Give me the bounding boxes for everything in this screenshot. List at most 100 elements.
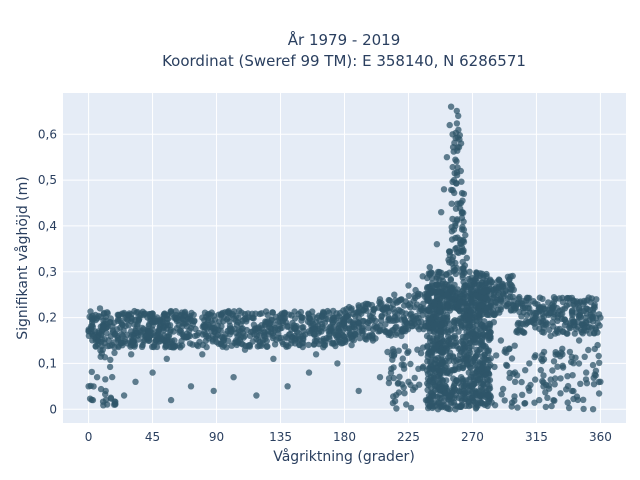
cloud-point (460, 350, 468, 357)
cloud-point (488, 399, 495, 406)
y-axis-label: Signifikant våghöjd (m) (14, 176, 31, 339)
data-point (469, 383, 476, 390)
y-tick-label: 0,1 (38, 356, 57, 370)
cloud-point (293, 323, 300, 330)
x-tick-label: 315 (525, 430, 548, 444)
cloud-point (540, 324, 547, 331)
data-point (142, 332, 149, 340)
data-point (597, 378, 604, 385)
cloud-point (202, 331, 209, 338)
cloud-point (511, 342, 518, 349)
data-point (426, 264, 433, 271)
cloud-point (318, 328, 325, 335)
cloud-point (576, 306, 583, 313)
cloud-point (102, 396, 110, 404)
cloud-point (223, 344, 230, 351)
cloud-point (453, 171, 461, 179)
data-point (597, 314, 604, 321)
data-point (568, 309, 576, 317)
cloud-point (400, 361, 408, 369)
cloud-point (540, 329, 547, 336)
cloud-point (429, 346, 437, 354)
cloud-point (97, 353, 104, 360)
cloud-point (452, 205, 460, 212)
data-point (270, 355, 277, 362)
cloud-point (565, 404, 573, 412)
cloud-point (424, 353, 431, 360)
data-point (220, 314, 227, 321)
cloud-point (459, 271, 466, 279)
cloud-point (385, 375, 393, 382)
cloud-point (459, 265, 466, 272)
data-point (457, 374, 465, 381)
data-point (284, 323, 291, 330)
cloud-point (450, 375, 457, 382)
cloud-point (475, 308, 482, 315)
cloud-point (486, 382, 493, 390)
data-point (398, 296, 405, 303)
cloud-point (340, 307, 347, 314)
cloud-point (595, 390, 603, 397)
data-point (391, 351, 398, 358)
cloud-point (458, 321, 465, 328)
cloud-point (311, 337, 319, 345)
data-point (561, 305, 569, 312)
cloud-point (484, 366, 491, 373)
data-point (490, 291, 497, 298)
cloud-point (111, 349, 118, 356)
cloud-point (594, 319, 601, 327)
cloud-point (501, 397, 508, 404)
cloud-point (518, 378, 525, 386)
data-point (575, 314, 583, 321)
cloud-point (437, 289, 444, 296)
cloud-point (226, 318, 233, 325)
chart-title-line-2: Koordinat (Sweref 99 TM): E 358140, N 62… (162, 52, 526, 70)
cloud-point (495, 286, 502, 293)
data-point (341, 319, 348, 326)
data-point (89, 396, 97, 404)
cloud-point (460, 209, 467, 217)
cloud-point (419, 344, 427, 351)
cloud-point (296, 336, 304, 343)
cloud-point (483, 305, 490, 312)
x-tick-label: 0 (85, 430, 93, 444)
cloud-point (416, 381, 423, 388)
cloud-point (499, 385, 507, 393)
cloud-point (521, 400, 528, 407)
cloud-point (448, 200, 455, 207)
cloud-point (538, 319, 545, 326)
data-point (206, 323, 213, 330)
data-point (355, 314, 362, 321)
cloud-point (482, 279, 490, 287)
y-tick-label: 0,6 (38, 127, 57, 141)
cloud-point (417, 306, 425, 313)
cloud-point (467, 349, 474, 356)
cloud-point (557, 390, 564, 397)
data-point (149, 319, 156, 326)
x-tick-label: 225 (397, 430, 420, 444)
cloud-point (365, 319, 372, 327)
cloud-point (424, 311, 431, 319)
cloud-point (570, 395, 577, 403)
data-point (476, 346, 483, 353)
cloud-point (582, 314, 589, 322)
cloud-point (424, 380, 431, 387)
cloud-point (428, 306, 436, 313)
data-point (452, 222, 459, 230)
cloud-point (559, 364, 567, 371)
cloud-point (431, 328, 438, 335)
cloud-point (564, 294, 571, 302)
cloud-point (506, 374, 513, 381)
cloud-point (269, 309, 276, 316)
data-point (455, 112, 462, 120)
data-point (93, 374, 101, 381)
cloud-point (235, 327, 242, 334)
cloud-point (454, 164, 461, 171)
cloud-point (107, 356, 114, 363)
cloud-point (428, 390, 435, 398)
cloud-point (401, 316, 408, 323)
data-point (376, 374, 384, 381)
cloud-point (542, 319, 550, 326)
cloud-point (91, 328, 99, 335)
cloud-point (409, 386, 417, 393)
